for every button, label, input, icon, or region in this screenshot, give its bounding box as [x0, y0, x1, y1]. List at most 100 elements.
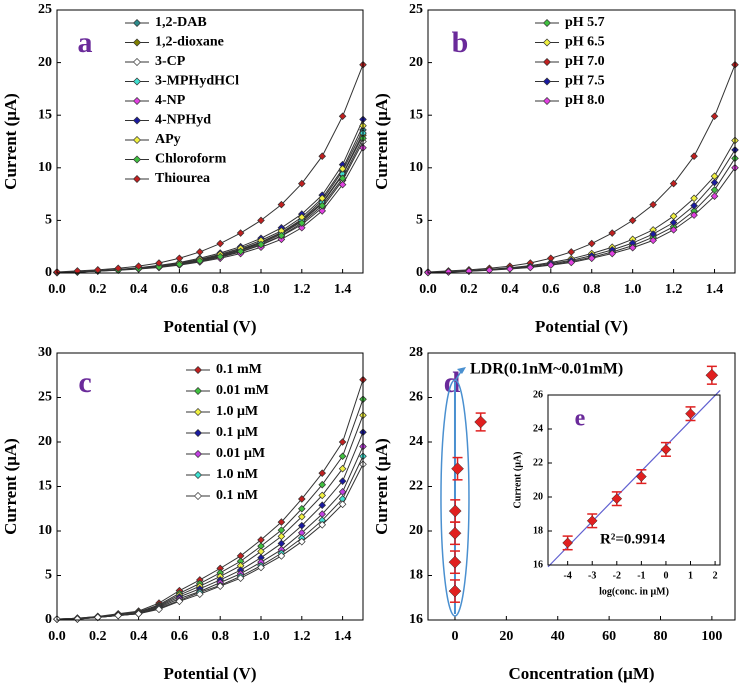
- x-tick-label: 1.4: [706, 282, 724, 297]
- data-point: [586, 515, 598, 527]
- data-point: [338, 488, 347, 496]
- data-point: [669, 226, 678, 234]
- data-point: [669, 179, 678, 188]
- legend-marker: [133, 116, 141, 125]
- data-point: [257, 563, 265, 572]
- y-tick-label: 5: [45, 568, 52, 583]
- annotation: R²=0.9914: [600, 531, 666, 547]
- x-tick-label: 1.2: [293, 282, 311, 297]
- data-point: [567, 258, 576, 267]
- plot-frame: [56, 352, 364, 621]
- x-tick-label: 0: [451, 629, 458, 644]
- data-point: [216, 252, 224, 261]
- data-point: [155, 259, 163, 267]
- x-tick-label: 0.2: [89, 629, 107, 644]
- x-tick-label: 2: [713, 570, 718, 581]
- y-tick-label: 0: [416, 265, 423, 280]
- legend-marker: [194, 450, 202, 458]
- legend-label: 1,2-dioxane: [155, 35, 224, 50]
- data-point: [216, 582, 224, 590]
- legend-label: 4-NP: [155, 93, 186, 108]
- x-tick-label: 0: [663, 570, 668, 581]
- legend-marker: [133, 58, 141, 66]
- arrow-head: [457, 367, 466, 374]
- x-axis-title: log(conc. in μM): [599, 586, 669, 597]
- data-point: [690, 211, 698, 219]
- legend-marker: [133, 19, 141, 27]
- data-point: [73, 615, 82, 623]
- y-tick-label: 20: [38, 434, 52, 449]
- x-tick-label: 0.2: [460, 282, 478, 297]
- x-tick-label: 1.2: [293, 629, 311, 644]
- data-point: [338, 112, 347, 121]
- data-point: [660, 444, 672, 455]
- data-point: [277, 200, 286, 209]
- x-tick-label: 80: [653, 629, 667, 644]
- data-point: [338, 174, 347, 183]
- data-point: [690, 152, 698, 161]
- legend-marker: [133, 38, 141, 47]
- y-tick-label: 30: [38, 345, 52, 360]
- x-tick-label: 0.4: [130, 629, 148, 644]
- y-tick-label: 24: [409, 434, 423, 449]
- data-point: [338, 438, 347, 446]
- data-point: [298, 495, 306, 503]
- annotation: LDR(0.1nM~0.01mM): [470, 361, 623, 378]
- data-point: [608, 249, 616, 258]
- data-point: [587, 239, 596, 248]
- data-point: [196, 590, 204, 598]
- data-point: [448, 555, 462, 569]
- legend-label: 3-CP: [155, 54, 186, 69]
- legend-label: 3-MPHydHCl: [155, 74, 239, 89]
- x-tick-label: 1: [688, 570, 693, 581]
- y-tick-label: 10: [38, 160, 52, 175]
- data-point: [690, 194, 698, 203]
- x-tick-label: 0.2: [89, 282, 107, 297]
- x-tick-label: 100: [701, 629, 722, 644]
- y-tick-label: 0: [45, 265, 52, 280]
- legend-marker: [133, 155, 141, 164]
- panel-label: a: [78, 26, 93, 59]
- legend-marker: [194, 492, 202, 500]
- data-point: [474, 415, 488, 429]
- data-point: [277, 552, 286, 560]
- data-point: [318, 501, 326, 509]
- data-point: [318, 194, 326, 203]
- data-point: [669, 218, 678, 227]
- data-point: [587, 254, 596, 263]
- y-tick-label: 25: [409, 2, 423, 17]
- x-axis-title: Potential (V): [163, 664, 256, 683]
- data-point: [547, 261, 555, 269]
- y-tick-label: 24: [533, 423, 543, 434]
- y-axis-title: Current (μA): [512, 452, 523, 509]
- data-point: [114, 611, 122, 620]
- legend-label: 1.0 μM: [216, 404, 258, 419]
- x-tick-label: 0.8: [211, 282, 229, 297]
- data-point: [485, 266, 494, 275]
- data-point: [338, 165, 347, 173]
- y-tick-label: 15: [38, 107, 52, 122]
- data-point: [73, 267, 82, 275]
- data-point: [298, 521, 306, 530]
- data-point: [628, 243, 637, 252]
- data-point: [448, 584, 462, 598]
- x-tick-label: -3: [588, 570, 596, 581]
- series-line: [56, 64, 364, 273]
- data-point: [710, 192, 719, 200]
- y-tick-label: 16: [533, 559, 543, 570]
- x-tick-label: 0.4: [501, 282, 519, 297]
- plot-frame: [547, 394, 721, 566]
- x-tick-label: 1.2: [665, 282, 683, 297]
- legend-label: 1,2-DAB: [155, 15, 207, 30]
- y-tick-label: 5: [416, 213, 423, 228]
- x-tick-label: 0.8: [583, 282, 601, 297]
- data-point: [526, 263, 535, 272]
- data-point: [318, 469, 326, 477]
- data-point: [636, 471, 647, 482]
- data-point: [710, 112, 719, 121]
- y-axis-title: Current (μA): [372, 93, 391, 190]
- plot-frame: [427, 9, 736, 274]
- data-point: [448, 526, 462, 540]
- legend-marker: [194, 471, 202, 479]
- data-point: [448, 504, 462, 518]
